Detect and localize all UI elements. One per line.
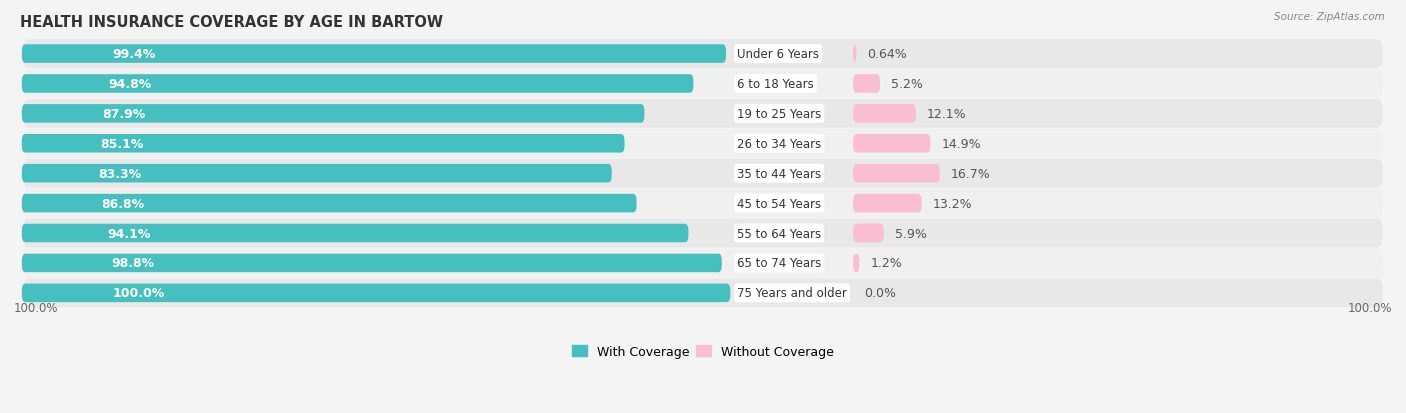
Text: 5.9%: 5.9% <box>894 227 927 240</box>
Text: 94.8%: 94.8% <box>108 78 152 91</box>
FancyBboxPatch shape <box>853 75 880 93</box>
FancyBboxPatch shape <box>22 164 612 183</box>
FancyBboxPatch shape <box>22 100 1384 128</box>
FancyBboxPatch shape <box>22 159 1384 188</box>
Text: 87.9%: 87.9% <box>103 108 145 121</box>
FancyBboxPatch shape <box>853 195 922 213</box>
FancyBboxPatch shape <box>22 130 1384 158</box>
Text: 99.4%: 99.4% <box>112 48 155 61</box>
Text: 65 to 74 Years: 65 to 74 Years <box>737 257 821 270</box>
FancyBboxPatch shape <box>22 75 693 93</box>
FancyBboxPatch shape <box>22 224 689 243</box>
FancyBboxPatch shape <box>22 195 637 213</box>
FancyBboxPatch shape <box>22 249 1384 278</box>
FancyBboxPatch shape <box>22 45 725 64</box>
Text: 0.64%: 0.64% <box>868 48 907 61</box>
Legend: With Coverage, Without Coverage: With Coverage, Without Coverage <box>567 340 839 363</box>
Text: 12.1%: 12.1% <box>927 108 966 121</box>
Text: 98.8%: 98.8% <box>111 257 155 270</box>
Text: 0.0%: 0.0% <box>865 287 896 299</box>
FancyBboxPatch shape <box>853 45 856 64</box>
Text: 75 Years and older: 75 Years and older <box>737 287 846 299</box>
Text: 83.3%: 83.3% <box>98 167 142 180</box>
Text: 14.9%: 14.9% <box>942 138 981 150</box>
Text: 19 to 25 Years: 19 to 25 Years <box>737 108 821 121</box>
Text: 1.2%: 1.2% <box>870 257 903 270</box>
Text: 35 to 44 Years: 35 to 44 Years <box>737 167 821 180</box>
FancyBboxPatch shape <box>853 135 931 153</box>
FancyBboxPatch shape <box>853 254 859 273</box>
Text: 16.7%: 16.7% <box>950 167 990 180</box>
Text: Source: ZipAtlas.com: Source: ZipAtlas.com <box>1274 12 1385 22</box>
FancyBboxPatch shape <box>22 105 644 123</box>
Text: 85.1%: 85.1% <box>100 138 143 150</box>
FancyBboxPatch shape <box>22 135 624 153</box>
FancyBboxPatch shape <box>853 105 915 123</box>
FancyBboxPatch shape <box>22 40 1384 69</box>
Text: 94.1%: 94.1% <box>107 227 150 240</box>
FancyBboxPatch shape <box>22 189 1384 218</box>
FancyBboxPatch shape <box>853 224 884 243</box>
Text: 100.0%: 100.0% <box>112 287 165 299</box>
FancyBboxPatch shape <box>22 219 1384 248</box>
Text: 13.2%: 13.2% <box>932 197 972 210</box>
Text: Under 6 Years: Under 6 Years <box>737 48 820 61</box>
Text: 6 to 18 Years: 6 to 18 Years <box>737 78 814 91</box>
Text: 55 to 64 Years: 55 to 64 Years <box>737 227 821 240</box>
FancyBboxPatch shape <box>22 254 721 273</box>
Text: 26 to 34 Years: 26 to 34 Years <box>737 138 821 150</box>
Text: 100.0%: 100.0% <box>1348 301 1392 314</box>
Text: 86.8%: 86.8% <box>101 197 145 210</box>
FancyBboxPatch shape <box>853 164 939 183</box>
FancyBboxPatch shape <box>22 70 1384 99</box>
FancyBboxPatch shape <box>22 279 1384 307</box>
Text: HEALTH INSURANCE COVERAGE BY AGE IN BARTOW: HEALTH INSURANCE COVERAGE BY AGE IN BART… <box>21 15 443 30</box>
Text: 5.2%: 5.2% <box>891 78 922 91</box>
Text: 100.0%: 100.0% <box>14 301 58 314</box>
Text: 45 to 54 Years: 45 to 54 Years <box>737 197 821 210</box>
FancyBboxPatch shape <box>22 284 730 302</box>
